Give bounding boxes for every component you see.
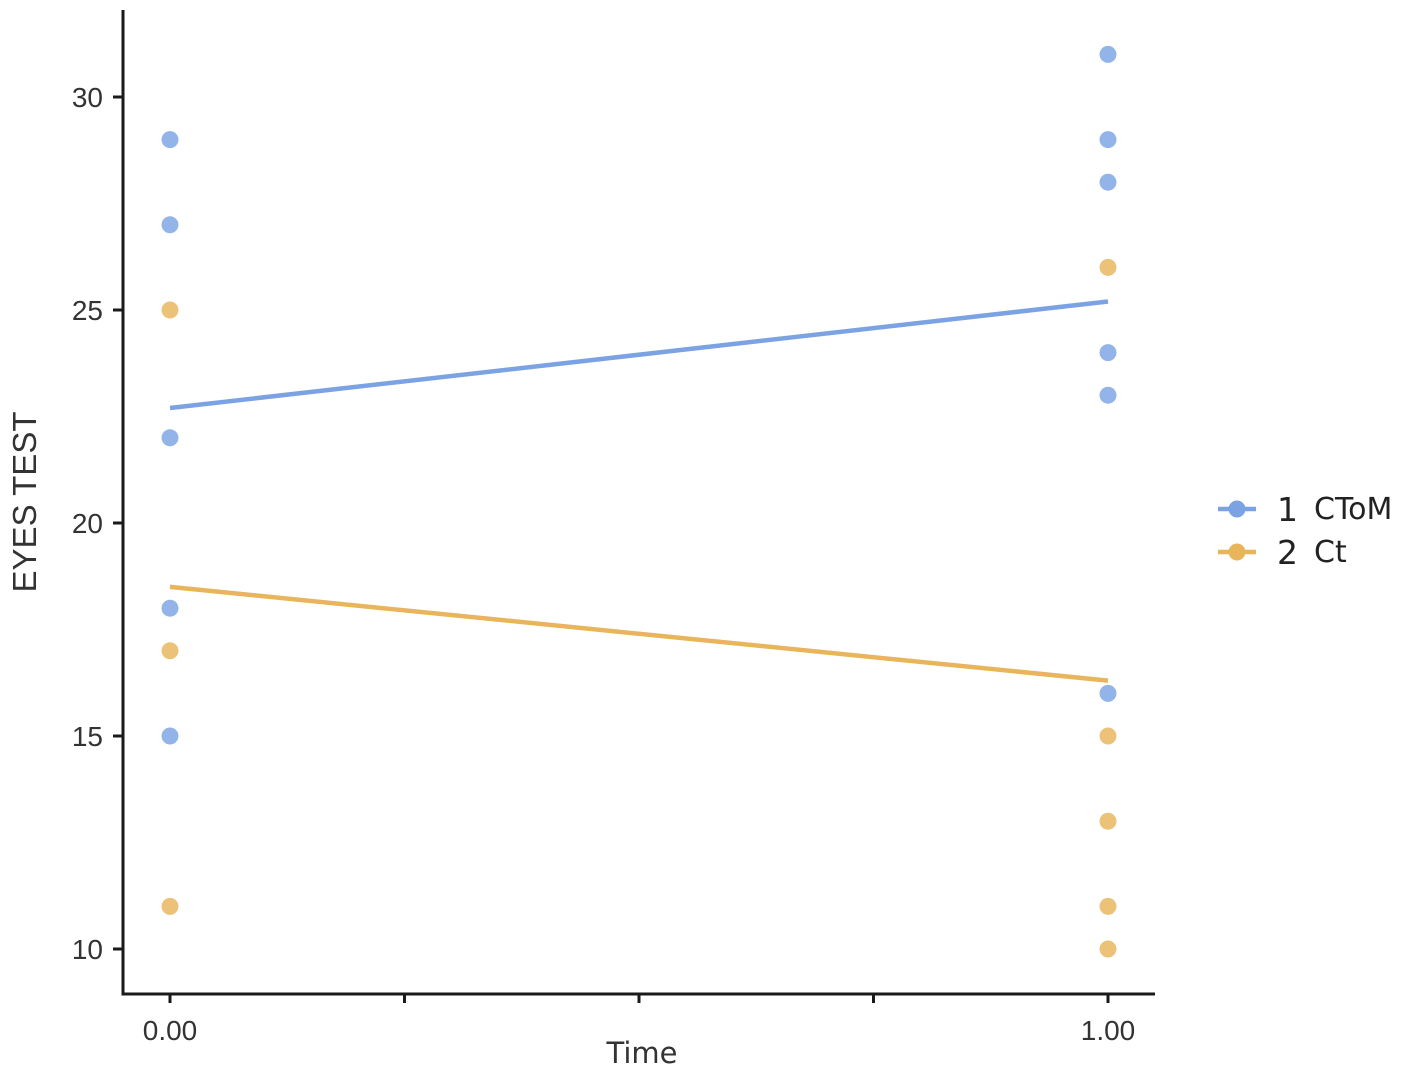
legend-marker <box>1228 543 1246 561</box>
data-point-ctom <box>1099 45 1117 63</box>
legend: 1 CToM 2 Ct <box>1218 490 1392 572</box>
y-tick-label: 10 <box>72 934 103 965</box>
data-point-ctom <box>1099 684 1117 702</box>
data-point-ctom <box>1099 131 1117 149</box>
data-point-ctom <box>1099 344 1117 362</box>
data-point-ctom <box>1099 386 1117 404</box>
trend-line-ctom <box>169 299 1109 411</box>
legend-item-ct: 2 Ct <box>1218 533 1347 572</box>
y-tick-label: 30 <box>72 82 103 113</box>
legend-label: CToM <box>1314 492 1392 527</box>
trend-lines-layer <box>169 299 1109 683</box>
x-axis-title: Time <box>606 1036 678 1070</box>
legend-number: 2 <box>1277 533 1298 572</box>
data-point-ct <box>161 301 179 319</box>
data-point-ct <box>1099 897 1117 915</box>
data-point-ct <box>1099 940 1117 958</box>
y-tick-label: 15 <box>72 721 103 752</box>
data-point-ctom <box>161 216 179 234</box>
y-axis-ticks: 10 15 20 25 30 <box>72 82 123 965</box>
x-tick-label: 1.00 <box>1081 1015 1136 1046</box>
data-point-ct <box>161 897 179 915</box>
y-tick-label: 25 <box>72 295 103 326</box>
data-point-ct <box>1099 812 1117 830</box>
x-tick-label: 0.00 <box>143 1015 198 1046</box>
legend-marker <box>1228 500 1246 518</box>
data-point-ct <box>1099 727 1117 745</box>
data-point-ctom <box>161 727 179 745</box>
x-axis-ticks: 0.00 1.00 <box>143 994 1136 1046</box>
data-point-ctom <box>161 131 179 149</box>
data-point-ctom <box>161 429 179 447</box>
data-point-ct <box>1099 258 1117 276</box>
legend-number: 1 <box>1277 490 1298 529</box>
trend-line-ct <box>169 584 1109 683</box>
legend-label: Ct <box>1314 535 1347 570</box>
legend-item-ctom: 1 CToM <box>1218 490 1392 529</box>
y-axis-title: EYES TEST <box>6 412 43 593</box>
points-layer <box>161 45 1117 958</box>
data-point-ct <box>161 642 179 660</box>
data-point-ctom <box>1099 173 1117 191</box>
data-point-ctom <box>161 599 179 617</box>
y-tick-label: 20 <box>72 508 103 539</box>
